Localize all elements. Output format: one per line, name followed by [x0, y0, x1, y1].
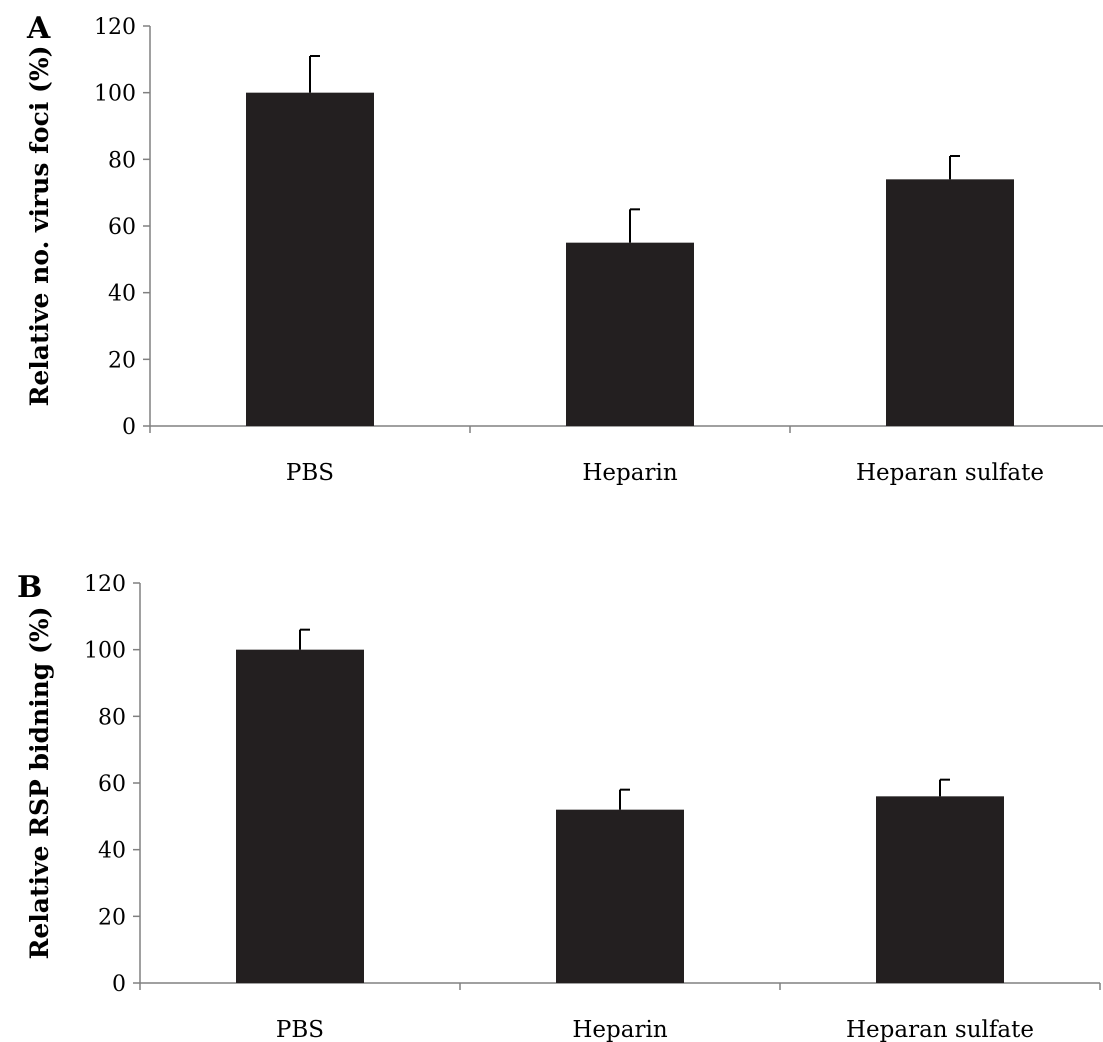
y-tick-label: 100: [94, 82, 136, 107]
y-tick-label: 0: [122, 415, 136, 440]
y-tick-label: 120: [94, 15, 136, 40]
x-tick-label: Heparan sulfate: [846, 1017, 1034, 1042]
y-tick-label: 40: [108, 282, 136, 307]
bar: [236, 649, 364, 983]
bar: [566, 242, 694, 426]
y-tick-label: 120: [84, 572, 126, 597]
chart-panel-a: A 0 20 40 60 80 100 120 Relative no. virus foci …: [25, 11, 1103, 486]
y-tick-label: 60: [98, 772, 126, 797]
bar: [886, 179, 1014, 426]
y-tick-label: 0: [112, 972, 126, 997]
panel-label: A: [26, 11, 51, 46]
y-tick-label: 80: [108, 148, 136, 173]
bar: [876, 796, 1004, 983]
y-tick-label: 60: [108, 215, 136, 240]
y-tick-label: 100: [84, 639, 126, 664]
chart-panel-b: B 0 20 40 60 80 100 120 Relative RSP bidning (%)…: [17, 570, 1101, 1042]
y-tick-label: 40: [98, 839, 126, 864]
y-tick-label: 80: [98, 705, 126, 730]
x-tick-label: Heparan sulfate: [856, 460, 1044, 486]
y-tick-label: 20: [108, 348, 136, 373]
y-axis-title: Relative RSP bidning (%): [25, 607, 54, 960]
y-axis-title: Relative no. virus foci (%): [25, 46, 54, 407]
x-tick-label: PBS: [286, 460, 334, 486]
x-tick-label: PBS: [276, 1017, 324, 1042]
x-tick-label: Heparin: [582, 460, 677, 486]
bar: [246, 92, 374, 427]
panel-label: B: [17, 570, 42, 605]
y-tick-label: 20: [98, 905, 126, 930]
x-tick-label: Heparin: [572, 1017, 667, 1042]
bar: [556, 809, 684, 983]
